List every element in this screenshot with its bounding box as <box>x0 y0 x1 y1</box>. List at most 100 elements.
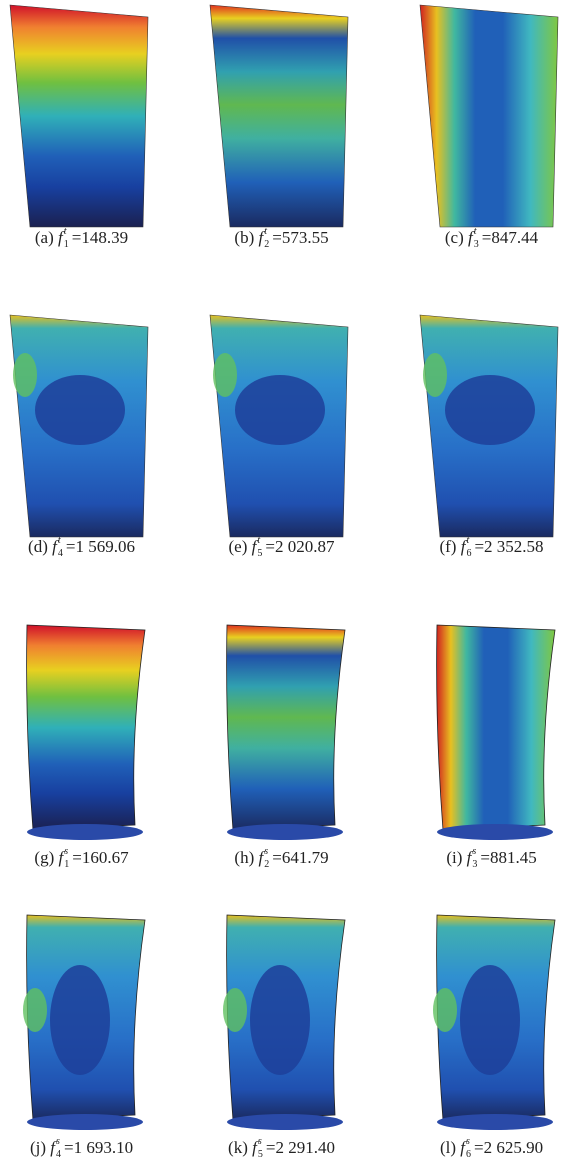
blade <box>210 5 348 227</box>
index-stack: t5 <box>256 540 265 557</box>
subscript: 4 <box>58 549 63 559</box>
equals-sign: = <box>474 1138 484 1157</box>
superscript: t <box>466 536 469 546</box>
contour-blob <box>445 375 535 445</box>
mode-shape <box>10 315 148 537</box>
superscript: t <box>58 536 61 546</box>
superscript: t <box>474 227 477 237</box>
contour-blob <box>250 965 310 1075</box>
panel-label: (j) <box>30 1138 46 1157</box>
contour-blob <box>23 988 47 1032</box>
equals-sign: = <box>474 537 484 556</box>
figure <box>0 0 563 1170</box>
panel-label: (k) <box>228 1138 248 1157</box>
superscript: s <box>472 847 476 857</box>
mode-shape <box>223 915 345 1130</box>
platform <box>437 1114 553 1130</box>
subscript: 1 <box>64 860 69 870</box>
superscript: s <box>64 847 68 857</box>
equals-sign: = <box>64 1138 74 1157</box>
equals-sign: = <box>72 228 82 247</box>
superscript: t <box>64 227 67 237</box>
platform <box>27 1114 143 1130</box>
page: (() => { const data = JSON.parse(documen… <box>0 0 563 1170</box>
superscript: s <box>258 1137 262 1147</box>
platform <box>27 824 143 840</box>
equals-sign: = <box>272 848 282 867</box>
contour-blob <box>13 353 37 397</box>
frequency-value: 847.44 <box>491 228 538 247</box>
superscript: s <box>466 1137 470 1147</box>
equals-sign: = <box>66 537 76 556</box>
equals-sign: = <box>266 1138 276 1157</box>
platform <box>437 824 553 840</box>
mode-shape <box>227 625 345 840</box>
equals-sign: = <box>272 228 282 247</box>
mode-shape <box>420 315 558 537</box>
mode-shape <box>420 5 558 227</box>
subscript: 5 <box>257 549 262 559</box>
panel-label: (g) <box>34 848 54 867</box>
mode-shape <box>210 315 348 537</box>
equals-sign: = <box>265 537 275 556</box>
panel-label: (i) <box>446 848 462 867</box>
panel-label: (e) <box>229 537 248 556</box>
blade <box>420 5 558 227</box>
mode-shape <box>433 915 555 1130</box>
contour-blob <box>50 965 110 1075</box>
mode-shape <box>10 5 148 227</box>
blade <box>437 625 555 830</box>
frequency-value: 148.39 <box>81 228 128 247</box>
panel-label: (h) <box>234 848 254 867</box>
platform <box>227 1114 343 1130</box>
subscript: 6 <box>466 1150 471 1160</box>
subscript: 1 <box>64 240 69 250</box>
frequency-value: 1 569.06 <box>75 537 135 556</box>
platform <box>227 824 343 840</box>
contour-blob <box>235 375 325 445</box>
subscript: 3 <box>474 240 479 250</box>
caption: (b) ft2=573.55 <box>188 228 375 248</box>
frequency-value: 2 625.90 <box>484 1138 544 1157</box>
frequency-value: 2 291.40 <box>275 1138 335 1157</box>
frequency-value: 573.55 <box>282 228 329 247</box>
contour-blob <box>35 375 125 445</box>
superscript: s <box>56 1137 60 1147</box>
equals-sign: = <box>72 848 82 867</box>
panel-label: (a) <box>35 228 54 247</box>
mode-shape <box>27 625 145 840</box>
panel-label: (c) <box>445 228 464 247</box>
blade <box>227 625 345 830</box>
contour-blob <box>213 353 237 397</box>
frequency-value: 1 693.10 <box>74 1138 134 1157</box>
panel-label: (d) <box>28 537 48 556</box>
contour-blob <box>433 988 457 1032</box>
frequency-value: 881.45 <box>490 848 537 867</box>
contour-blob <box>423 353 447 397</box>
mode-shape <box>210 5 348 227</box>
index-stack: t3 <box>473 231 482 248</box>
contour-blob <box>223 988 247 1032</box>
subscript: 3 <box>472 860 477 870</box>
superscript: t <box>264 227 267 237</box>
superscript: t <box>257 536 260 546</box>
mode-shape <box>437 625 555 840</box>
subscript: 6 <box>466 549 471 559</box>
blade <box>27 625 145 830</box>
